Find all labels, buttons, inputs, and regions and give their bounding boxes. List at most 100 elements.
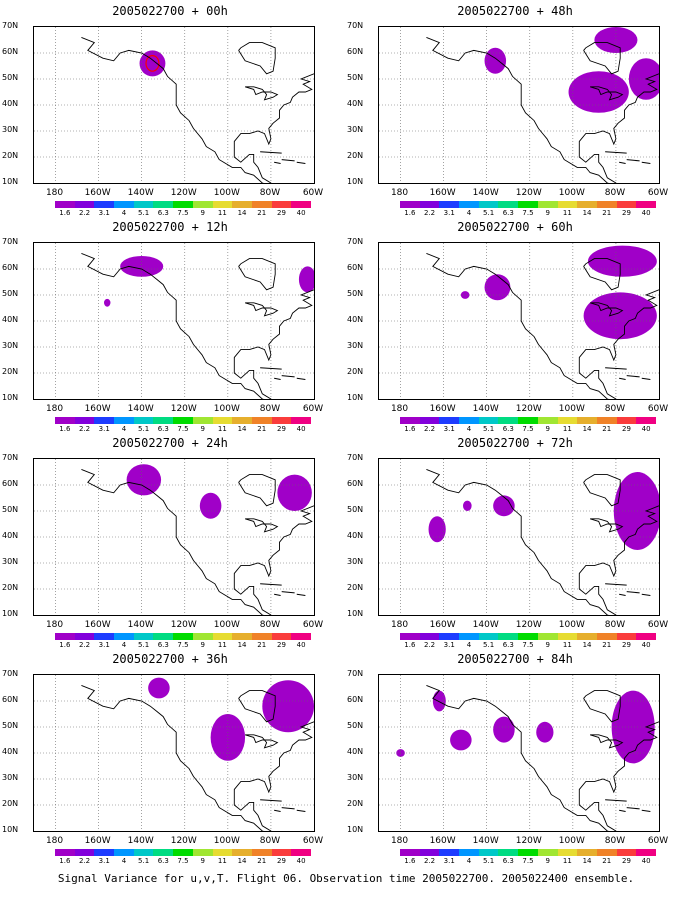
y-tick-label: 60N bbox=[347, 47, 364, 56]
great-lakes-outline bbox=[244, 734, 279, 749]
colorbar-label: 9 bbox=[200, 857, 205, 865]
colorbar-swatch bbox=[212, 849, 233, 856]
forecast-panel: 2005022700 + 36h 70N 60N 50N 40N 30N 20N 10N 180… bbox=[0, 648, 330, 865]
colorbar-swatch bbox=[400, 849, 420, 856]
panel-title: 2005022700 + 00h bbox=[112, 4, 228, 18]
forecast-panel: 2005022700 + 60h 70N 60N 50N 40N 30N 20N 10N 180… bbox=[345, 216, 675, 433]
colorbar bbox=[400, 417, 656, 424]
forecast-panel: 2005022700 + 12h 70N 60N 50N 40N 30N 20N 10N 180… bbox=[0, 216, 330, 433]
y-tick-label: 40N bbox=[2, 315, 19, 324]
colorbar-swatch bbox=[419, 201, 440, 208]
map-canvas bbox=[379, 27, 659, 183]
colorbar-swatch bbox=[251, 417, 272, 424]
forecast-panel: 2005022700 + 00h 70N 60N 50N 40N 30N 20N 10N 180… bbox=[0, 0, 330, 217]
colorbar-label: 4 bbox=[121, 209, 127, 217]
y-tick-label: 20N bbox=[2, 583, 19, 592]
x-tick-label: 180 bbox=[390, 404, 409, 414]
island-outline bbox=[619, 161, 626, 164]
x-tick-label: 100W bbox=[213, 404, 240, 414]
map-canvas bbox=[34, 675, 314, 831]
y-tick-label: 40N bbox=[2, 531, 19, 540]
variance-region bbox=[583, 292, 657, 340]
colorbar-swatch bbox=[271, 849, 292, 856]
x-tick-label: 180 bbox=[390, 836, 409, 846]
colorbar-swatch bbox=[94, 417, 115, 424]
colorbar-swatch bbox=[114, 417, 134, 424]
colorbar-label: 2.2 bbox=[78, 641, 91, 649]
colorbar-swatch bbox=[419, 633, 440, 640]
y-tick-label: 10N bbox=[347, 825, 364, 834]
colorbar-swatch bbox=[439, 417, 460, 424]
island-outline bbox=[641, 593, 651, 596]
colorbar-label: 7.5 bbox=[177, 209, 189, 217]
colorbar-label: 5.1 bbox=[138, 209, 150, 217]
colorbar-label: 2.2 bbox=[78, 857, 91, 865]
x-tick-label: 140W bbox=[127, 620, 154, 630]
x-tick-label: 180 bbox=[45, 620, 64, 630]
colorbar-label: 6.3 bbox=[502, 641, 514, 649]
variance-region bbox=[199, 492, 222, 519]
y-tick-label: 30N bbox=[347, 773, 364, 782]
y-tick-label: 20N bbox=[2, 151, 19, 160]
variance-region bbox=[126, 464, 162, 496]
x-tick-label: 140W bbox=[472, 188, 499, 198]
x-tick-label: 160W bbox=[84, 836, 111, 846]
island-outline bbox=[281, 375, 295, 378]
colorbar-swatch bbox=[271, 417, 292, 424]
colorbar-label: 4 bbox=[466, 209, 472, 217]
variance-region bbox=[104, 298, 111, 307]
colorbar-label: 29 bbox=[621, 209, 631, 217]
colorbar-swatch bbox=[291, 201, 311, 208]
colorbar-label: 29 bbox=[276, 857, 286, 865]
colorbar-label: 14 bbox=[237, 857, 247, 865]
colorbar-label: 4 bbox=[121, 425, 127, 433]
variance-region bbox=[120, 256, 164, 277]
y-tick-label: 50N bbox=[2, 73, 19, 82]
x-tick-label: 80W bbox=[604, 188, 626, 198]
x-tick-label: 100W bbox=[558, 620, 585, 630]
colorbar-swatch bbox=[596, 633, 617, 640]
colorbar-swatch bbox=[74, 201, 95, 208]
colorbar-swatch bbox=[557, 417, 578, 424]
colorbar-swatch bbox=[291, 849, 311, 856]
x-tick-label: 60W bbox=[302, 404, 324, 414]
hudson-bay-outline bbox=[583, 690, 621, 723]
x-tick-label: 120W bbox=[515, 620, 542, 630]
colorbar-swatch bbox=[153, 633, 174, 640]
colorbar-label: 1.6 bbox=[59, 857, 71, 865]
map-frame bbox=[378, 458, 660, 616]
colorbar-label: 4 bbox=[466, 425, 472, 433]
x-tick-label: 140W bbox=[472, 836, 499, 846]
variance-region bbox=[428, 516, 446, 543]
y-tick-label: 70N bbox=[2, 669, 19, 678]
colorbar-swatch bbox=[636, 201, 656, 208]
island-outline bbox=[641, 377, 651, 380]
island-outline bbox=[619, 809, 626, 812]
y-tick-label: 70N bbox=[2, 453, 19, 462]
colorbar-swatch bbox=[133, 849, 154, 856]
colorbar-label: 40 bbox=[296, 857, 306, 865]
y-tick-label: 60N bbox=[2, 47, 19, 56]
colorbar-label: 7.5 bbox=[522, 209, 534, 217]
x-tick-label: 120W bbox=[170, 404, 197, 414]
colorbar-swatch bbox=[518, 849, 538, 856]
x-tick-label: 140W bbox=[127, 836, 154, 846]
y-tick-label: 40N bbox=[2, 99, 19, 108]
colorbar-swatch bbox=[518, 201, 538, 208]
x-tick-label: 80W bbox=[604, 620, 626, 630]
variance-region bbox=[613, 472, 659, 550]
x-tick-label: 80W bbox=[604, 836, 626, 846]
y-tick-label: 40N bbox=[347, 531, 364, 540]
island-outline bbox=[296, 593, 306, 596]
colorbar-swatch bbox=[478, 633, 499, 640]
colorbar-swatch bbox=[251, 201, 272, 208]
panel-title: 2005022700 + 84h bbox=[457, 652, 573, 666]
x-tick-label: 140W bbox=[472, 620, 499, 630]
y-tick-label: 20N bbox=[2, 367, 19, 376]
variance-region bbox=[139, 50, 166, 77]
x-tick-label: 60W bbox=[647, 188, 669, 198]
hudson-bay-outline bbox=[238, 474, 276, 507]
colorbar-swatch bbox=[616, 633, 637, 640]
colorbar-label: 3.1 bbox=[443, 641, 455, 649]
colorbar-label: 5.1 bbox=[483, 641, 495, 649]
